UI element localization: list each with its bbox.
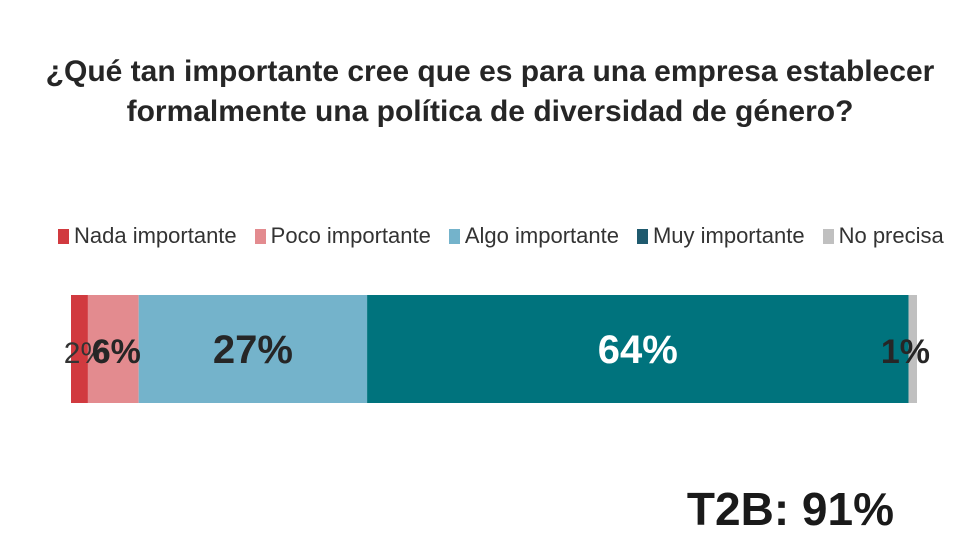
chart-title-line-2: formalmente una política de diversidad d… bbox=[126, 95, 854, 128]
data-label-no-precisa: 1% bbox=[881, 333, 930, 371]
legend-label-poco: Poco importante bbox=[270, 223, 431, 248]
chart-legend: Nada importante Poco importante Algo imp… bbox=[58, 222, 944, 250]
chart-title: ¿Qué tan importante cree que es para una… bbox=[0, 52, 980, 132]
bar-segment-poco bbox=[87, 295, 139, 403]
bar-segment-no-precisa bbox=[908, 295, 917, 403]
legend-item-nada: Nada importante bbox=[58, 223, 237, 249]
legend-item-algo: Algo importante bbox=[448, 223, 619, 249]
data-label-muy: 64% bbox=[598, 328, 678, 372]
data-label-poco: 6% bbox=[92, 333, 141, 371]
legend-label-muy: Muy importante bbox=[652, 223, 805, 248]
legend-swatch-poco bbox=[254, 228, 266, 244]
legend-item-poco: Poco importante bbox=[254, 223, 431, 249]
bar-segment-muy bbox=[367, 295, 909, 403]
legend-swatch-muy bbox=[636, 228, 648, 244]
legend-label-nada: Nada importante bbox=[74, 223, 237, 248]
chart-title-line-1: ¿Qué tan importante cree que es para una… bbox=[45, 55, 935, 88]
legend-label-algo: Algo importante bbox=[464, 223, 619, 248]
bar-segment-algo bbox=[138, 295, 368, 403]
legend-swatch-algo bbox=[448, 228, 460, 244]
legend-item-muy: Muy importante bbox=[636, 223, 805, 249]
t2b-total: T2B: 91% bbox=[686, 483, 894, 535]
data-label-nada: 2% bbox=[64, 337, 107, 370]
data-label-algo: 27% bbox=[213, 328, 293, 372]
legend-item-no-precisa: No precisa bbox=[822, 223, 944, 249]
bar-segment-nada bbox=[71, 295, 88, 403]
legend-label-no-precisa: No precisa bbox=[838, 223, 944, 248]
legend-swatch-nada bbox=[58, 228, 69, 244]
legend-swatch-no-precisa bbox=[822, 228, 834, 244]
